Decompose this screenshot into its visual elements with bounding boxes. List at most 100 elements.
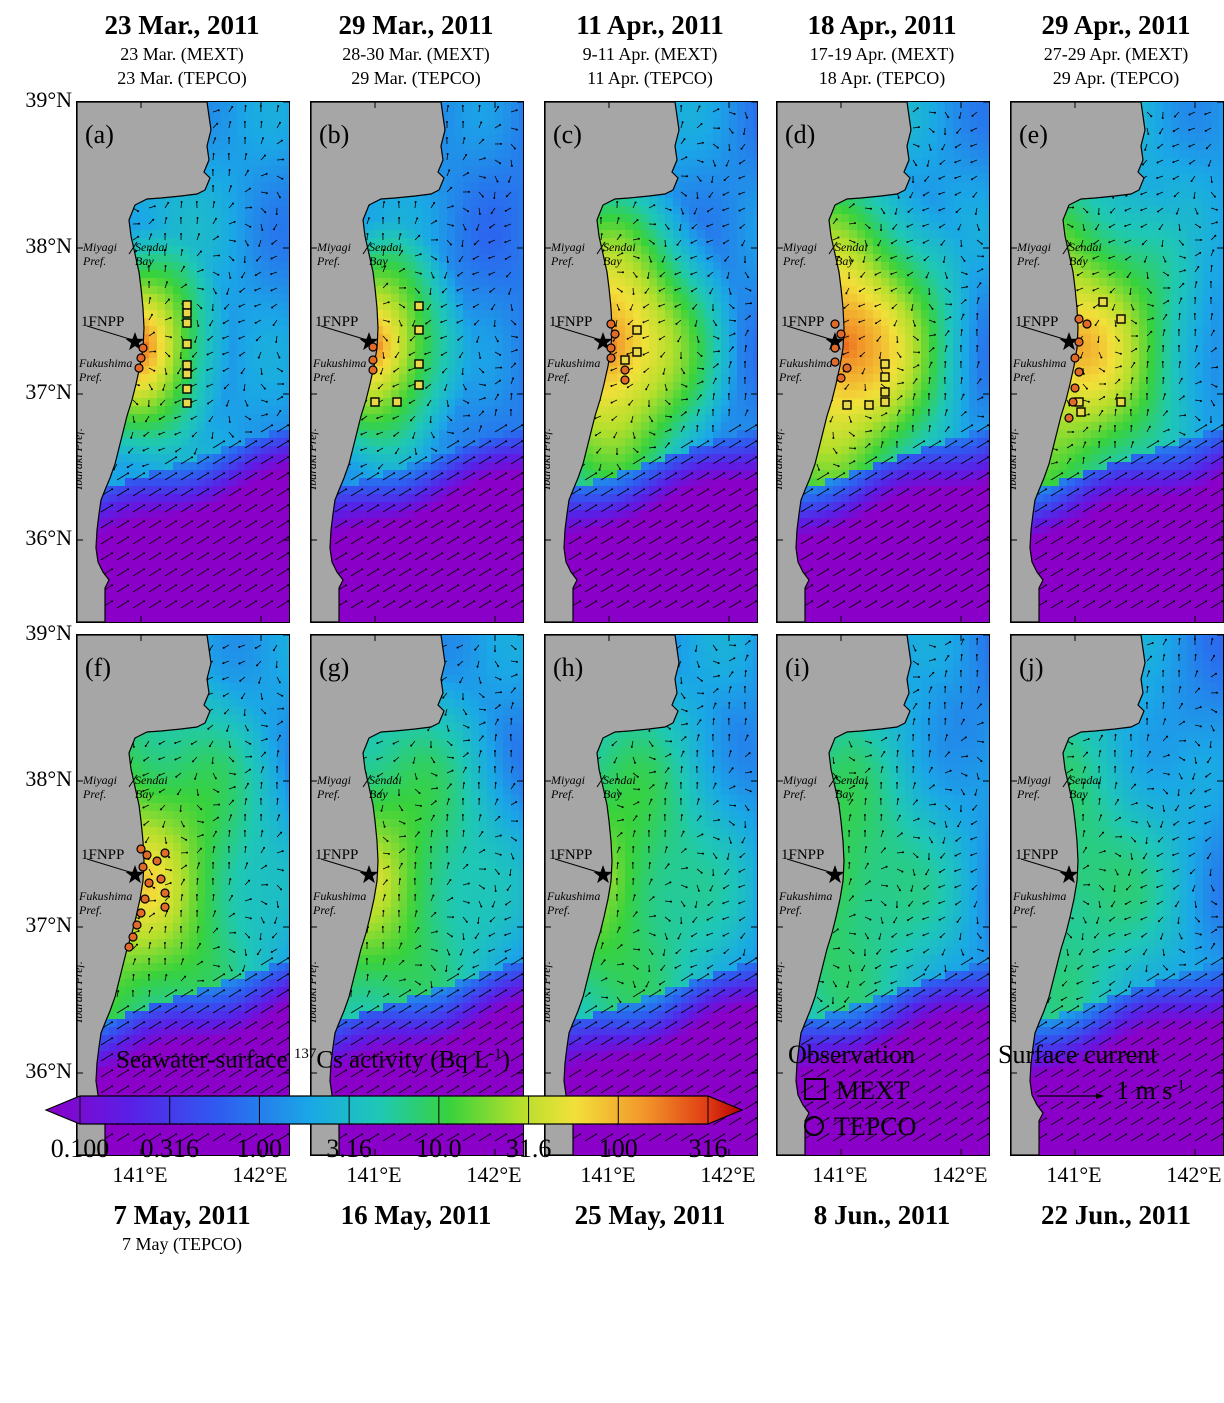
- colorbar-tick-label: 10.0: [384, 1134, 494, 1164]
- panel-label: (h): [553, 653, 583, 683]
- panel-subtitle: 29 Apr. (TEPCO): [996, 68, 1224, 89]
- current-scale-arrow-icon: [1037, 1093, 1104, 1099]
- place-ibaraki: Ibaraki Pref.: [77, 428, 85, 490]
- place-miyagi: Miyagi Pref.: [1017, 240, 1051, 268]
- place-ibaraki: Ibaraki Pref.: [545, 961, 553, 1023]
- x-axis-label: 142°E: [1149, 1162, 1224, 1188]
- y-axis-label: 38°N: [2, 233, 72, 259]
- legend-tepco-label: TEPCO: [834, 1112, 916, 1141]
- y-axis-label: 36°N: [2, 525, 72, 551]
- place-miyagi: Miyagi Pref.: [1017, 773, 1051, 801]
- y-axis-label: 38°N: [2, 766, 72, 792]
- panel-title: 16 May, 2011: [296, 1200, 536, 1230]
- panel-subtitle: 11 Apr. (TEPCO): [530, 68, 770, 89]
- panel-label: (g): [319, 653, 349, 683]
- map-panel: (c) Miyagi Pref. Sendai Bay Fukushima Pref.…: [544, 101, 758, 623]
- place-miyagi: Miyagi Pref.: [317, 773, 351, 801]
- current-title: Surface current: [998, 1040, 1158, 1070]
- plant-star-icon: [1059, 865, 1079, 884]
- panel-label: (j): [1019, 653, 1044, 683]
- colorbar-title-sup: 137: [294, 1046, 317, 1062]
- plant-label: 1FNPP: [315, 314, 358, 331]
- place-ibaraki: Ibaraki Pref.: [311, 961, 319, 1023]
- panel-title: 18 Apr., 2011: [762, 10, 1002, 40]
- plant-star-icon: [1059, 332, 1079, 351]
- map-panel: (i) Miyagi Pref. Sendai Bay Fukushima Pref.…: [776, 634, 990, 1156]
- plant-star-icon: [125, 865, 145, 884]
- place-miyagi: Miyagi Pref.: [783, 240, 817, 268]
- concentration-map: [311, 102, 523, 622]
- colorbar-tick-label: 31.6: [474, 1134, 584, 1164]
- concentration-map: [777, 102, 989, 622]
- place-miyagi: Miyagi Pref.: [783, 773, 817, 801]
- place-miyagi: Miyagi Pref.: [551, 773, 585, 801]
- plant-star-icon: [593, 332, 613, 351]
- place-ibaraki: Ibaraki Pref.: [77, 961, 85, 1023]
- colorbar-tick-label: 3.16: [294, 1134, 404, 1164]
- plant-label: 1FNPP: [81, 314, 124, 331]
- panel-subtitle: 28-30 Mar. (MEXT): [296, 44, 536, 65]
- circle-marker-icon: [804, 1116, 824, 1136]
- current-scale-value: 1 m s: [1116, 1076, 1172, 1105]
- place-sendai: Sendai Bay: [369, 773, 402, 801]
- current-scale-label: 1 m s-1: [1116, 1076, 1185, 1106]
- colorbar-tick-label: 100: [563, 1134, 673, 1164]
- place-fukushima: Fukushima Pref.: [547, 889, 600, 917]
- y-axis-label: 39°N: [2, 620, 72, 646]
- panel-title: 7 May, 2011: [62, 1200, 302, 1230]
- place-sendai: Sendai Bay: [1069, 240, 1102, 268]
- place-fukushima: Fukushima Pref.: [547, 356, 600, 384]
- panel-subtitle: 23 Mar. (TEPCO): [62, 68, 302, 89]
- square-marker-icon: [804, 1078, 826, 1100]
- x-axis-label: 142°E: [915, 1162, 1005, 1188]
- place-sendai: Sendai Bay: [835, 773, 868, 801]
- map-panel: (h) Miyagi Pref. Sendai Bay Fukushima Pref.…: [544, 634, 758, 1156]
- place-fukushima: Fukushima Pref.: [779, 889, 832, 917]
- panel-subtitle: 23 Mar. (MEXT): [62, 44, 302, 65]
- x-axis-label: 142°E: [215, 1162, 305, 1188]
- x-axis-label: 141°E: [563, 1162, 653, 1188]
- plant-label: 1FNPP: [315, 847, 358, 864]
- colorbar-bar: [44, 1095, 744, 1125]
- place-fukushima: Fukushima Pref.: [313, 356, 366, 384]
- colorbar-title-text2: Cs activity (Bq L: [316, 1046, 489, 1073]
- x-axis-label: 142°E: [449, 1162, 539, 1188]
- panel-label: (b): [319, 120, 349, 150]
- panel-subtitle: 7 May (TEPCO): [62, 1234, 302, 1255]
- place-ibaraki: Ibaraki Pref.: [777, 961, 785, 1023]
- colorbar-tick-label: 0.100: [25, 1134, 135, 1164]
- place-sendai: Sendai Bay: [135, 240, 168, 268]
- concentration-map: [777, 635, 989, 1155]
- place-sendai: Sendai Bay: [603, 773, 636, 801]
- place-fukushima: Fukushima Pref.: [1013, 889, 1066, 917]
- place-ibaraki: Ibaraki Pref.: [777, 428, 785, 490]
- place-sendai: Sendai Bay: [835, 240, 868, 268]
- colorbar-title-sup2: -1: [489, 1046, 502, 1062]
- panel-subtitle: 27-29 Apr. (MEXT): [996, 44, 1224, 65]
- colorbar-title-text: Seawater-surface: [116, 1046, 294, 1073]
- concentration-map: [1011, 102, 1223, 622]
- panel-subtitle: 9-11 Apr. (MEXT): [530, 44, 770, 65]
- panel-label: (c): [553, 120, 582, 150]
- concentration-map: [77, 102, 289, 622]
- panel-title: 29 Apr., 2011: [996, 10, 1224, 40]
- place-ibaraki: Ibaraki Pref.: [1011, 428, 1019, 490]
- concentration-map: [545, 635, 757, 1155]
- x-axis-label: 141°E: [329, 1162, 419, 1188]
- map-panel: (j) Miyagi Pref. Sendai Bay Fukushima Pref.…: [1010, 634, 1224, 1156]
- place-fukushima: Fukushima Pref.: [1013, 356, 1066, 384]
- y-axis-label: 37°N: [2, 912, 72, 938]
- panel-label: (d): [785, 120, 815, 150]
- plant-label: 1FNPP: [781, 314, 824, 331]
- panel-label: (a): [85, 120, 114, 150]
- plant-label: 1FNPP: [549, 847, 592, 864]
- colorbar-tick-label: 1.00: [204, 1134, 314, 1164]
- plant-label: 1FNPP: [1015, 847, 1058, 864]
- map-panel: (f) Miyagi Pref. Sendai Bay Fukushima Pref.…: [76, 634, 290, 1156]
- plant-label: 1FNPP: [549, 314, 592, 331]
- place-fukushima: Fukushima Pref.: [313, 889, 366, 917]
- colorbar-tick-label: 316: [653, 1134, 763, 1164]
- panel-title: 11 Apr., 2011: [530, 10, 770, 40]
- observation-title: Observation: [788, 1040, 915, 1070]
- panel-label: (e): [1019, 120, 1048, 150]
